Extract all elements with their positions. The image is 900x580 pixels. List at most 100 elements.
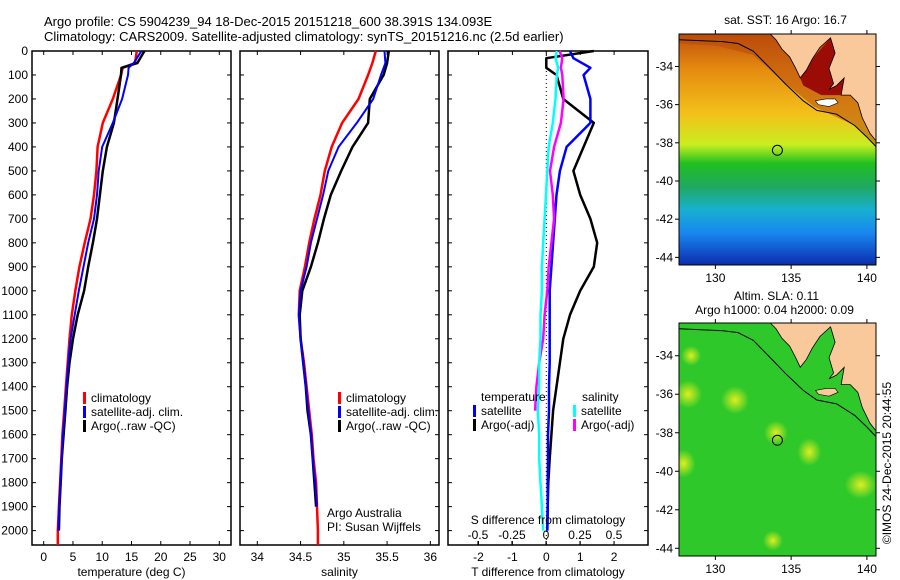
imos-credit: ©IMOS 24-Dec-2015 20:44:55 [880, 382, 894, 545]
sla-map-frame [678, 322, 877, 557]
y-tick-label: -36 [656, 98, 674, 112]
y-tick-label: -44 [656, 250, 674, 264]
x-tick-label: 130 [705, 271, 725, 285]
x-tick-label: 5 [70, 550, 77, 564]
legend-label: satellite-adj. clim. [91, 405, 183, 419]
sla-anomaly-patch [721, 386, 750, 415]
x-tick-label: 1 [577, 550, 584, 564]
legend-label: climatology [346, 391, 406, 405]
x-tick-label: 35.5 [375, 550, 399, 564]
y-tick-label: 1300 [1, 356, 28, 370]
legend-label: satellite-adj. clim. [346, 405, 438, 419]
legend-swatch [473, 419, 476, 431]
y-tick-label: 1000 [1, 284, 28, 298]
sla-anomaly-patch [679, 449, 696, 478]
y-tick-label: 1900 [1, 500, 28, 514]
legend-label: Argo(..raw -QC) [346, 419, 431, 433]
x-tick-label: 35 [337, 550, 351, 564]
argo-float-marker [771, 144, 783, 156]
map-title-line1: Altim. SLA: 0.11 [734, 289, 819, 303]
legend-swatch [338, 420, 341, 432]
difference-line-1 [545, 49, 599, 531]
y-tick-label: -44 [656, 541, 674, 555]
y-tick-label: 900 [8, 260, 28, 274]
sla-anomaly-patch [762, 530, 783, 551]
sla-anomaly-patch [797, 438, 822, 467]
legend-label: Argo(-adj) [581, 418, 634, 432]
y-tick-label: 1100 [2, 308, 28, 322]
salinity-profile-line-satellite [297, 50, 387, 507]
x-tick-label: 135 [781, 271, 801, 285]
y-tick-label: 2000 [1, 524, 28, 538]
y-tick-label: -38 [656, 136, 674, 150]
x-tick-label: 140 [857, 562, 877, 576]
annotation-line: Argo Australia [327, 506, 402, 520]
salinity-axis-label: S difference from climatology [471, 513, 626, 527]
x-tick-label: -1 [507, 550, 518, 564]
x-tick-label: 15 [125, 550, 139, 564]
land-mass [769, 323, 876, 432]
temperature-profile-axes: 0100200300400500600700800900100011001200… [1, 44, 232, 579]
y-tick-label: 1500 [1, 404, 28, 418]
y-tick-label: 1600 [1, 428, 28, 442]
legend-label: Argo(-adj) [481, 418, 534, 432]
x-tick-label: 20 [154, 550, 168, 564]
sst-map-field [679, 34, 876, 265]
y-tick-label: 500 [8, 164, 28, 178]
salinity-tick-label: -0.5 [468, 528, 489, 542]
sla-anomaly-patch [844, 470, 876, 499]
legend-swatch [338, 392, 341, 404]
x-axis-label: T difference from climatology [471, 565, 625, 579]
y-tick-label: 1700 [1, 452, 28, 466]
salinity-profile-frame [239, 50, 440, 546]
map-title-line2: Argo h1000: 0.04 h2000: 0.09 [695, 303, 854, 317]
x-axis-label: temperature (deg C) [77, 565, 185, 579]
x-tick-label: 34.5 [289, 550, 313, 564]
salinity-tick-label: -0.25 [498, 528, 526, 542]
y-tick-label: 1200 [1, 332, 28, 346]
sla-anomaly-patch [681, 345, 702, 366]
x-tick-label: 10 [96, 550, 110, 564]
legend-swatch [83, 420, 86, 432]
y-tick-label: -40 [656, 174, 674, 188]
salinity-difference-axis: S difference from climatology-0.5 -0.25 0 0… [468, 513, 626, 545]
y-tick-label: -34 [656, 59, 674, 73]
y-tick-label: 700 [8, 212, 28, 226]
argo-float-marker [771, 434, 783, 446]
sst-map-frame [678, 33, 877, 266]
sla-anomaly-patch [763, 420, 788, 445]
legend-title: temperature [481, 390, 546, 404]
legend-swatch [573, 419, 576, 431]
y-tick-label: -34 [656, 349, 674, 363]
y-tick-label: 600 [8, 188, 28, 202]
x-tick-label: 36 [424, 550, 438, 564]
shelf-contour-line [679, 328, 876, 437]
y-tick-label: 400 [8, 140, 28, 154]
sst-map: 130 135 140 -34 -36 -38 -40 -42 -44 sat. SST: 16 … [656, 13, 880, 285]
plot-title-line1: Argo profile: CS 5904239_94 18-Dec-2015 … [44, 14, 493, 29]
y-tick-label: -42 [656, 212, 674, 226]
sla-anomaly-patch [679, 380, 703, 409]
salinity-tick-label: 0 [543, 528, 550, 542]
sla-map-field [679, 323, 876, 556]
y-tick-label: 200 [8, 92, 28, 106]
y-tick-label: 300 [8, 116, 28, 130]
x-tick-label: 0 [40, 550, 47, 564]
x-tick-label: -2 [473, 550, 484, 564]
legend-label: satellite [581, 404, 622, 418]
x-tick-label: 135 [781, 562, 801, 576]
shelf-contour-line [679, 39, 876, 147]
y-tick-label: -42 [656, 503, 674, 517]
y-tick-label: 800 [8, 236, 28, 250]
difference-line-0 [546, 50, 592, 531]
difference-legend: temperature salinitysatelliteArgo(-adj)sa… [473, 390, 634, 432]
x-tick-label: 0 [543, 550, 550, 564]
legend-title: salinity [582, 390, 619, 404]
x-tick-label: 140 [857, 271, 877, 285]
x-axis-label: salinity [321, 565, 358, 579]
legend-label: Argo(..raw -QC) [91, 419, 176, 433]
temperature-profile-frame [31, 50, 232, 546]
